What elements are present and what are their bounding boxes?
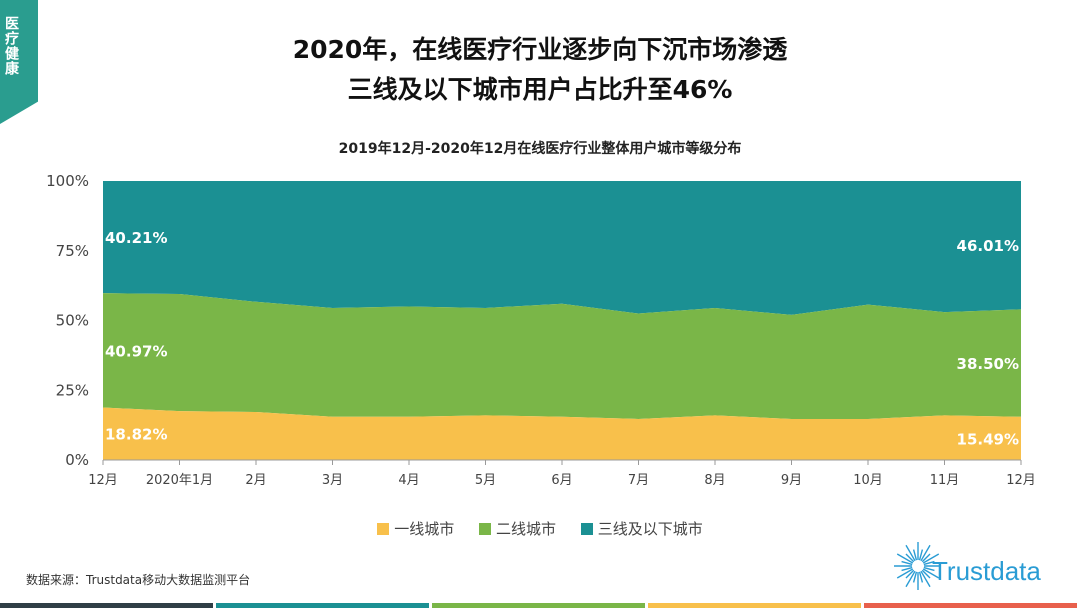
legend-item-tier2: 二线城市 bbox=[478, 518, 556, 539]
logo-ray bbox=[905, 569, 915, 579]
x-tick-label: 10月 bbox=[853, 473, 883, 488]
logo-ray bbox=[922, 553, 940, 564]
legend-label-tier1: 一线城市 bbox=[394, 520, 455, 538]
bottom-color-bar bbox=[0, 603, 1080, 608]
legend-swatch-tier1 bbox=[377, 522, 390, 535]
logo-ray bbox=[922, 568, 940, 579]
bottom-bar-segment bbox=[0, 603, 213, 608]
x-tick-label: 12月 bbox=[88, 473, 118, 488]
legend-item-tier1: 一线城市 bbox=[377, 518, 454, 539]
data-label: 38.50% bbox=[957, 355, 1019, 373]
y-tick-label: 25% bbox=[56, 381, 89, 399]
logo-ray bbox=[912, 571, 918, 583]
logo-text: Trustdata bbox=[932, 556, 1041, 586]
logo-ray bbox=[901, 566, 913, 572]
logo-ray bbox=[905, 570, 916, 588]
logo-ray bbox=[912, 549, 918, 561]
data-source-note: 数据来源：Trustdata移动大数据监测平台 bbox=[26, 573, 251, 587]
category-side-tab: 医疗健康 bbox=[0, 0, 38, 124]
chart-title: 2019年12月-2020年12月在线医疗行业整体用户城市等级分布 bbox=[338, 141, 742, 157]
data-label: 46.01% bbox=[957, 237, 1019, 255]
x-tick-label: 2月 bbox=[245, 473, 266, 488]
x-tick-label: 9月 bbox=[781, 473, 802, 488]
y-tick-label: 50% bbox=[56, 312, 89, 330]
logo-ray bbox=[918, 571, 924, 583]
legend-swatch-tier3 bbox=[580, 522, 593, 535]
data-label: 40.21% bbox=[105, 229, 167, 247]
bottom-bar-segment bbox=[864, 603, 1077, 608]
x-tick-label: 4月 bbox=[398, 473, 419, 488]
logo-ray bbox=[901, 560, 913, 566]
logo-ray bbox=[923, 566, 935, 572]
legend-swatch-tier2 bbox=[478, 522, 491, 535]
y-tick-label: 75% bbox=[56, 242, 89, 260]
y-tick-label: 100% bbox=[46, 172, 89, 190]
x-tick-label: 7月 bbox=[628, 473, 649, 488]
y-tick-label: 0% bbox=[65, 451, 89, 469]
area-series-2 bbox=[103, 293, 1021, 419]
logo-ray bbox=[905, 544, 916, 562]
logo-ray bbox=[920, 544, 931, 562]
logo-ray bbox=[921, 569, 931, 579]
chart-legend: 一线城市 二线城市 三线及以下城市 bbox=[0, 518, 1080, 539]
logo-ray bbox=[923, 560, 935, 566]
data-label: 15.49% bbox=[957, 430, 1019, 448]
data-label: 18.82% bbox=[105, 426, 167, 444]
logo-ray bbox=[896, 568, 914, 579]
x-tick-label: 5月 bbox=[475, 473, 496, 488]
data-label: 40.97% bbox=[105, 342, 167, 360]
bottom-bar-segment bbox=[648, 603, 861, 608]
x-tick-label: 6月 bbox=[551, 473, 572, 488]
legend-label-tier3: 三线及以下城市 bbox=[597, 520, 703, 538]
category-label: 医疗健康 bbox=[3, 16, 19, 76]
x-tick-label: 12月 bbox=[1006, 473, 1036, 488]
area-series-3 bbox=[103, 181, 1021, 315]
x-tick-label: 3月 bbox=[322, 473, 343, 488]
legend-label-tier2: 二线城市 bbox=[495, 520, 556, 538]
bottom-bar-segment bbox=[216, 603, 429, 608]
x-tick-label: 8月 bbox=[704, 473, 725, 488]
x-tick-label: 11月 bbox=[930, 473, 960, 488]
logo-ray bbox=[918, 549, 924, 561]
bottom-bar-segment bbox=[432, 603, 645, 608]
trustdata-logo: Trustdata bbox=[892, 534, 1072, 594]
headline-line-1: 2020年，在线医疗行业逐步向下沉市场渗透 bbox=[292, 35, 788, 64]
legend-item-tier3: 三线及以下城市 bbox=[580, 518, 703, 539]
area-series-1 bbox=[103, 407, 1021, 460]
logo-ray bbox=[896, 553, 914, 564]
logo-ray bbox=[905, 553, 915, 563]
logo-ray bbox=[920, 570, 931, 588]
starburst-logo-icon bbox=[894, 542, 942, 590]
x-tick-label: 2020年1月 bbox=[146, 473, 213, 488]
logo-ray bbox=[921, 553, 931, 563]
headline-line-2: 三线及以下城市用户占比升至46% bbox=[347, 75, 733, 104]
